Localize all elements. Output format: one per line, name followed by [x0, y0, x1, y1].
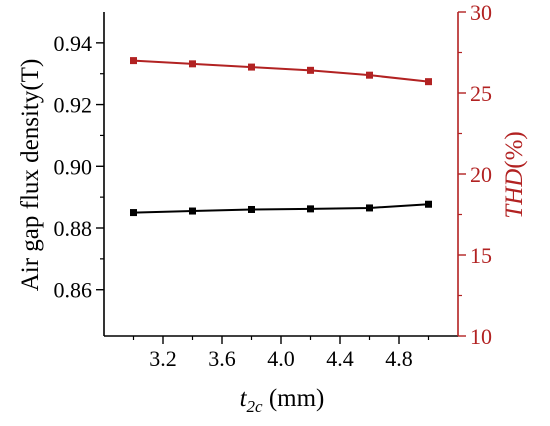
y-left-tick-label: 0.92: [54, 93, 93, 118]
series-flux-density-point: [307, 205, 314, 213]
y-axis-left-title: Air gap flux density(T): [17, 59, 44, 292]
y-axis-right-title: THD(%): [501, 131, 528, 219]
series-thd-point: [307, 66, 314, 74]
series-flux-density-point: [189, 207, 196, 215]
y-right-tick-label: 20: [470, 162, 492, 187]
y-axis-right-title-unit: (%): [501, 131, 528, 168]
x-tick-label: 4.4: [326, 346, 354, 371]
series-flux-density-point: [130, 209, 137, 217]
x-tick-label: 4.0: [267, 346, 295, 371]
series-flux-density-point: [248, 205, 255, 213]
y-right-tick-label: 10: [470, 324, 492, 349]
series-thd-line: [133, 59, 429, 83]
x-axis-title-sub: 2c: [247, 397, 264, 416]
x-tick-label: 4.8: [385, 346, 413, 371]
x-axis-title: t2c (mm): [240, 385, 325, 416]
series-thd-point: [130, 57, 137, 65]
series-thd-point: [425, 78, 432, 86]
series-flux-density-point: [366, 204, 373, 212]
x-axis-title-main: t: [240, 385, 248, 412]
x-tick-label: 3.6: [208, 346, 236, 371]
y-axis-right-title-main: THD: [501, 169, 528, 219]
y-right-tick-label: 15: [470, 243, 492, 268]
series-thd-point: [248, 63, 255, 71]
series-layer: [130, 57, 432, 217]
y-right-tick-label: 25: [470, 81, 492, 106]
series-thd-point: [189, 60, 196, 68]
series-flux-density-point: [425, 200, 432, 208]
y-left-tick-label: 0.94: [54, 31, 93, 56]
y-left-tick-label: 0.86: [54, 278, 93, 303]
axes: 3.2 3.6 4.0 4.4 4.8 0.86 0.88 0.90 0.92 0.94 10 15 2…: [54, 0, 493, 371]
series-flux-density-line: [133, 203, 429, 214]
y-right-tick-label: 30: [470, 0, 492, 25]
y-left-tick-label: 0.90: [54, 154, 93, 179]
series-thd-point: [366, 71, 373, 79]
x-tick-label: 3.2: [149, 346, 177, 371]
x-axis-title-unit: (mm): [263, 385, 325, 412]
y-left-tick-label: 0.88: [54, 216, 93, 241]
